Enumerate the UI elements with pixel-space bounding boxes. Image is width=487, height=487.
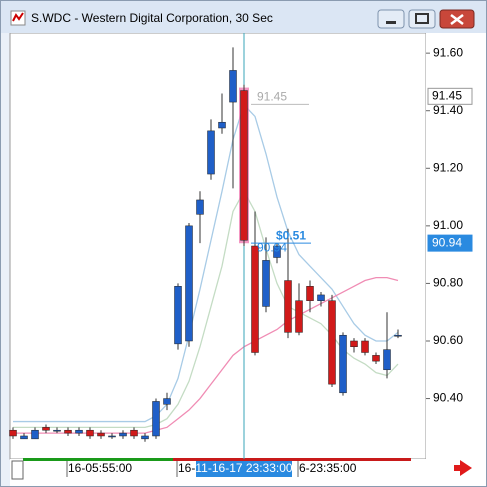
crosshair-time-box <box>196 461 292 477</box>
candle-body <box>262 260 270 307</box>
candle-body <box>251 245 259 353</box>
candle-body <box>119 432 127 437</box>
candle-body <box>273 245 281 258</box>
candle-body <box>383 349 391 371</box>
y-tick-label: 90.40 <box>433 391 463 405</box>
candle-body <box>64 429 72 434</box>
candle-body <box>372 355 380 362</box>
candle-body <box>240 90 248 241</box>
candle-body <box>317 294 325 301</box>
price-tag <box>427 87 473 105</box>
candle-body <box>152 401 160 437</box>
candle-body <box>53 429 61 432</box>
candle-body <box>185 225 193 342</box>
moving-average-line <box>13 103 399 423</box>
annotation: 90.94 <box>257 240 287 254</box>
y-tick-label: 90.60 <box>433 333 463 347</box>
candle-body <box>20 435 28 440</box>
price-tag <box>427 234 473 252</box>
x-tick-label: 16- <box>178 461 195 475</box>
app-icon <box>10 10 26 26</box>
y-tick-label: 91.40 <box>433 103 463 117</box>
candle-body <box>218 121 226 129</box>
candle-body <box>163 398 171 405</box>
candle-body <box>339 334 347 394</box>
y-tick-label: 90.80 <box>433 276 463 290</box>
price-tag-label: 90.94 <box>432 235 462 249</box>
session-bar <box>23 458 173 461</box>
candle-body <box>306 286 314 301</box>
candle-body <box>108 435 116 438</box>
candle-body <box>86 429 94 437</box>
candle-body <box>130 429 138 437</box>
plot-area <box>9 33 427 460</box>
x-tick-label: 6-23:35:00 <box>299 461 357 475</box>
candle-body <box>97 432 105 437</box>
candle-body <box>141 435 149 440</box>
price-tag-label: 91.45 <box>432 88 462 102</box>
annotation: $0.51 <box>276 228 306 242</box>
candle-body <box>350 340 358 347</box>
x-tick-label: 16-05:55:00 <box>68 461 132 475</box>
candle-body <box>295 300 303 333</box>
window-title: S.WDC - Western Digital Corporation, 30 … <box>31 11 273 25</box>
y-tick-label: 91.20 <box>433 160 463 174</box>
candle-body <box>174 286 182 345</box>
candle-body <box>394 334 402 337</box>
window-buttons[interactable] <box>377 9 477 31</box>
y-tick-label: 91.00 <box>433 218 463 232</box>
candle-body <box>284 280 292 333</box>
annotation: 91.45 <box>257 89 287 103</box>
candle-body <box>31 429 39 440</box>
scroll-box[interactable] <box>11 460 24 480</box>
candle-body <box>361 340 369 353</box>
scroll-arrow[interactable] <box>454 460 472 476</box>
candle-body <box>9 429 17 437</box>
candle-body <box>328 300 336 385</box>
candle-body <box>229 70 237 103</box>
y-tick-label: 91.60 <box>433 45 463 59</box>
crosshair-time-label: 11-16-17 23:33:00 <box>195 461 293 475</box>
candle-body <box>42 427 50 431</box>
session-bar <box>173 458 411 461</box>
chart: 90.40 90.60 90.80 91.00 91.20 91.40 91.60 91.45… <box>9 33 486 486</box>
candle-body <box>75 429 83 434</box>
title-bar: S.WDC - Western Digital Corporation, 30 … <box>1 1 486 33</box>
candle-body <box>196 199 204 215</box>
candle-body <box>207 130 215 175</box>
